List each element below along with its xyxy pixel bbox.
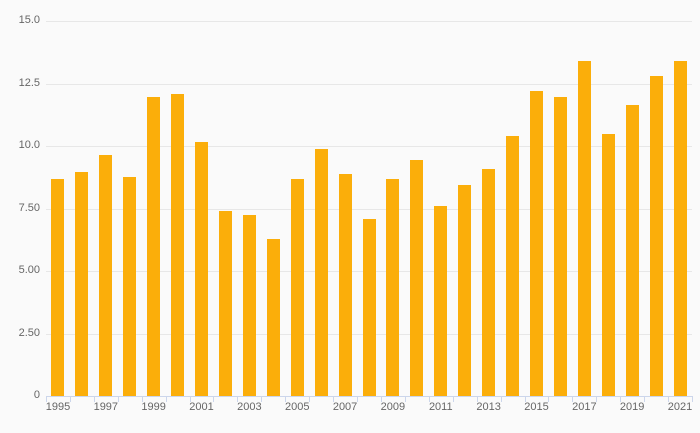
bar-2020[interactable]: [649, 76, 663, 396]
bar-1997[interactable]: [99, 154, 113, 396]
x-axis-label-2003: 2003: [237, 401, 262, 413]
x-axis-label-2009: 2009: [380, 401, 406, 413]
bar-2021[interactable]: [673, 61, 687, 396]
x-axis-line: [46, 396, 693, 397]
x-tick: [668, 396, 670, 402]
bar-2001[interactable]: [195, 142, 209, 396]
x-tick: [285, 396, 287, 402]
x-tick: [237, 396, 239, 402]
y-axis-label-2.50: 2.50: [18, 326, 40, 339]
x-tick: [380, 396, 382, 402]
bar-2006[interactable]: [314, 148, 328, 396]
bar-2002[interactable]: [218, 211, 232, 396]
bar-2010[interactable]: [410, 159, 424, 396]
x-tick: [357, 396, 359, 402]
x-tick: [572, 396, 574, 402]
x-tick: [93, 396, 95, 402]
x-tick: [69, 396, 71, 402]
gridline-12.5: [46, 83, 692, 85]
x-axis-label-1995: 1995: [45, 401, 71, 413]
x-axis-label-2001: 2001: [189, 401, 214, 413]
x-axis-label-2021: 2021: [667, 401, 693, 413]
x-axis-label-1999: 1999: [141, 401, 166, 413]
x-axis-label-2007: 2007: [332, 401, 358, 413]
x-tick: [404, 396, 406, 402]
x-tick: [548, 396, 550, 402]
x-tick: [189, 396, 191, 402]
x-tick: [117, 396, 119, 402]
bar-2004[interactable]: [266, 238, 280, 396]
y-axis-label-15.0: 15.0: [18, 14, 40, 26]
x-tick: [309, 396, 311, 402]
bar-2013[interactable]: [482, 168, 496, 396]
bar-2011[interactable]: [434, 206, 448, 396]
bar-1995[interactable]: [51, 178, 65, 396]
x-tick: [500, 396, 502, 402]
bar-2017[interactable]: [577, 61, 591, 396]
bar-2000[interactable]: [171, 93, 185, 396]
x-tick: [476, 396, 478, 402]
x-axis-label-2015: 2015: [524, 401, 549, 413]
bar-2007[interactable]: [338, 173, 352, 396]
bar-2008[interactable]: [362, 218, 376, 396]
bar-2014[interactable]: [506, 136, 520, 396]
bar-2015[interactable]: [529, 91, 543, 396]
plot-area: [46, 21, 692, 396]
x-tick: [692, 396, 693, 402]
gridline-10.0: [46, 146, 692, 147]
x-tick: [620, 396, 622, 402]
y-axis-label-7.50: 7.50: [18, 201, 40, 214]
bar-2016[interactable]: [553, 97, 567, 396]
y-axis-label-0: 0: [33, 389, 40, 401]
bar-1996[interactable]: [75, 172, 89, 396]
x-axis-label-2017: 2017: [572, 401, 597, 413]
x-tick: [452, 396, 454, 402]
x-tick: [261, 396, 263, 402]
bar-2012[interactable]: [458, 184, 472, 396]
y-axis-label-10.0: 10.0: [18, 139, 40, 151]
x-axis-label-2005: 2005: [284, 401, 310, 413]
gridline-7.50: [46, 208, 692, 210]
x-axis-label-2013: 2013: [476, 401, 501, 413]
x-tick: [165, 396, 167, 402]
x-axis-label-2011: 2011: [428, 401, 453, 413]
bar-1998[interactable]: [123, 177, 137, 396]
x-tick: [213, 396, 215, 402]
bar-2005[interactable]: [290, 178, 304, 396]
x-axis-label-1997: 1997: [93, 401, 119, 413]
y-axis-label-12.5: 12.5: [18, 76, 40, 89]
x-tick: [428, 396, 430, 402]
x-tick: [596, 396, 598, 402]
x-tick: [141, 396, 143, 402]
y-axis-label-5.00: 5.00: [18, 264, 40, 276]
x-tick: [46, 396, 47, 402]
gridline-15.0: [46, 21, 692, 22]
x-tick: [524, 396, 526, 402]
x-axis-label-2019: 2019: [619, 401, 645, 413]
bar-2003[interactable]: [242, 214, 256, 396]
bar-2019[interactable]: [625, 104, 639, 396]
bar-2009[interactable]: [386, 178, 400, 396]
bar-1999[interactable]: [147, 97, 161, 396]
bar-2018[interactable]: [601, 133, 615, 396]
x-tick: [644, 396, 646, 402]
x-tick: [333, 396, 335, 402]
